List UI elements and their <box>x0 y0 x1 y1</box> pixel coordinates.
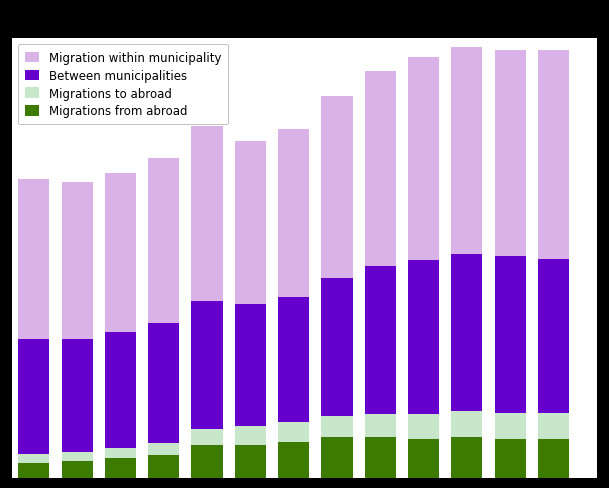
Bar <box>235 427 266 445</box>
Bar <box>105 174 136 332</box>
Bar <box>18 180 49 340</box>
Bar <box>495 439 526 478</box>
Bar <box>191 429 223 445</box>
Bar <box>365 437 396 478</box>
Bar <box>62 183 93 340</box>
Bar <box>495 256 526 413</box>
Bar <box>495 51 526 256</box>
Bar <box>235 142 266 305</box>
Bar <box>191 445 223 478</box>
Bar <box>278 130 309 297</box>
Bar <box>408 439 439 478</box>
Bar <box>451 48 482 255</box>
Bar <box>538 51 569 259</box>
Bar <box>235 445 266 478</box>
Bar <box>451 411 482 437</box>
Legend: Migration within municipality, Between municipalities, Migrations to abroad, Mig: Migration within municipality, Between m… <box>18 45 228 125</box>
Bar <box>278 422 309 442</box>
Bar <box>278 297 309 422</box>
Bar <box>278 442 309 478</box>
Bar <box>365 72 396 267</box>
Bar <box>451 255 482 411</box>
Bar <box>105 458 136 478</box>
Bar <box>105 448 136 458</box>
Bar <box>148 443 179 455</box>
Bar <box>148 159 179 323</box>
Bar <box>408 261 439 414</box>
Bar <box>235 305 266 427</box>
Bar <box>148 323 179 443</box>
Bar <box>18 463 49 478</box>
Bar <box>18 340 49 454</box>
Bar <box>365 267 396 414</box>
Bar <box>451 437 482 478</box>
Bar <box>322 96 353 279</box>
Bar <box>105 332 136 448</box>
Bar <box>62 452 93 462</box>
Bar <box>538 439 569 478</box>
Bar <box>191 127 223 302</box>
Bar <box>62 340 93 452</box>
Bar <box>495 413 526 439</box>
Bar <box>322 416 353 437</box>
Bar <box>148 455 179 478</box>
Bar <box>18 454 49 463</box>
Bar <box>365 414 396 437</box>
Bar <box>322 279 353 416</box>
Bar <box>538 259 569 413</box>
Bar <box>62 462 93 478</box>
Bar <box>538 413 569 439</box>
Bar <box>322 437 353 478</box>
Bar <box>408 58 439 261</box>
Bar <box>408 414 439 439</box>
Bar <box>191 302 223 429</box>
